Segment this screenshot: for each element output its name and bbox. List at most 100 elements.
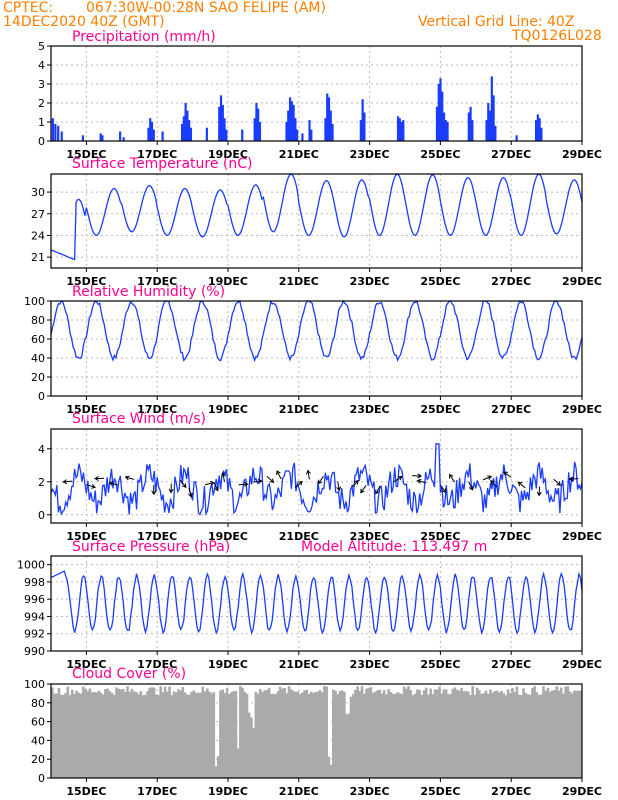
cloud-bar <box>79 693 83 778</box>
header-datetime: 14DEC2020 40Z (GMT) <box>3 14 165 30</box>
y-tick-label: 80 <box>31 314 45 327</box>
cloud-bar <box>214 766 218 778</box>
wind-arrow <box>351 480 359 488</box>
precip-bar <box>487 103 490 141</box>
cloud-bar <box>471 685 474 778</box>
x-tick-label: 21DEC <box>279 785 319 798</box>
wind-arrow-head <box>417 473 423 479</box>
cloud-bar <box>75 690 78 778</box>
precip-bar <box>359 120 362 141</box>
wind-arrow-head <box>536 491 542 497</box>
x-tick-label: 27DEC <box>491 148 531 161</box>
cloud-bar <box>241 687 244 778</box>
cloud-bar <box>95 692 98 778</box>
cloud-bar <box>298 694 302 778</box>
y-tick-label: 2 <box>38 97 45 110</box>
cloud-bar <box>533 686 536 778</box>
cloud-bar <box>70 689 74 778</box>
cloud-bar <box>418 689 421 778</box>
cloud-bar <box>489 689 492 778</box>
precip-bar <box>494 125 497 141</box>
cloud-bar <box>73 693 76 778</box>
cloud-bar <box>345 714 348 778</box>
cloud-bar <box>362 693 366 778</box>
precip-bar <box>327 97 331 141</box>
cloud-bar <box>219 690 222 778</box>
wind-arrow <box>468 481 473 491</box>
cloud-bar <box>174 692 178 778</box>
x-tick-label: 15DEC <box>66 658 106 671</box>
cloud-bar <box>323 685 326 778</box>
cloud-bar <box>391 693 395 778</box>
cloud-bar <box>553 689 556 778</box>
wind-arrow <box>337 481 340 491</box>
cloud-bar <box>190 691 193 778</box>
wind-arrow-head <box>416 478 422 484</box>
cloud-bar <box>130 688 134 778</box>
wind-arrow-head <box>317 479 323 485</box>
humidity-line <box>50 299 583 363</box>
x-tick-label: 21DEC <box>279 148 319 161</box>
cloud-bar <box>55 693 59 778</box>
precip-bar <box>188 120 191 141</box>
wind-arrow-head <box>297 480 303 486</box>
cloud-bar <box>478 690 481 778</box>
precip-bar <box>446 122 449 141</box>
precip-bar <box>488 110 492 141</box>
cloud-bar <box>221 689 224 778</box>
cloud-bar <box>482 693 486 778</box>
x-tick-label: 17DEC <box>137 530 177 543</box>
cloud-bar <box>447 694 450 778</box>
x-tick-label: 25DEC <box>420 658 460 671</box>
cloud-bar <box>546 687 550 778</box>
cloud-bar <box>236 748 240 778</box>
precip-bar <box>205 127 208 141</box>
wind-arrow <box>482 476 492 481</box>
y-tick-label: 4 <box>38 59 45 72</box>
x-tick-label: 19DEC <box>208 658 248 671</box>
cloud-bar <box>59 694 63 778</box>
wind-arrow-head <box>336 486 342 492</box>
precip-bar <box>396 116 400 141</box>
cloud-bar <box>124 691 127 778</box>
cloud-bar <box>449 694 452 778</box>
cloud-bar <box>110 692 114 778</box>
cloud-bar <box>564 686 567 778</box>
cloud-bar <box>506 689 510 778</box>
cloud-bar <box>66 686 70 778</box>
cloud-bar <box>438 686 441 778</box>
x-tick-label: 15DEC <box>66 148 106 161</box>
precip-bar <box>329 110 332 141</box>
wind-arrow <box>86 484 96 488</box>
cloud-bar <box>480 693 483 778</box>
cloud-bar <box>252 727 255 778</box>
y-tick-label: 990 <box>24 645 45 658</box>
cloud-bar <box>108 691 112 778</box>
cloud-bar <box>157 695 160 778</box>
cloud-bar <box>283 687 286 778</box>
precip-bar <box>331 123 334 141</box>
cloud-bar <box>208 691 211 778</box>
cloud-bar <box>170 695 174 778</box>
precip-bar <box>51 118 54 141</box>
cloud-bar <box>212 692 216 778</box>
wind-arrow <box>360 485 367 493</box>
precip-bar <box>444 120 447 141</box>
cloud-bar <box>495 690 499 778</box>
wind-arrow-head <box>354 479 359 485</box>
wind-arrow-head <box>243 481 249 487</box>
cloud-bar <box>396 692 399 778</box>
temperature-panel: Surface Temperature (nC) 15DEC 17DEC 19DEC 2… <box>31 156 602 288</box>
cloud-bar <box>433 689 437 778</box>
precip-bar <box>288 97 292 141</box>
y-tick-label: 1 <box>38 116 45 129</box>
cloud-bar <box>309 691 313 778</box>
y-tick-label: 0 <box>38 509 45 522</box>
x-tick-label: 17DEC <box>137 403 177 416</box>
cloud-bar <box>464 691 468 778</box>
wind-arrow-head <box>94 475 99 482</box>
x-tick-label: 23DEC <box>350 403 390 416</box>
wind-arrow-head <box>221 472 226 478</box>
cloud-bar <box>90 692 94 778</box>
cloud-bar <box>312 692 315 778</box>
